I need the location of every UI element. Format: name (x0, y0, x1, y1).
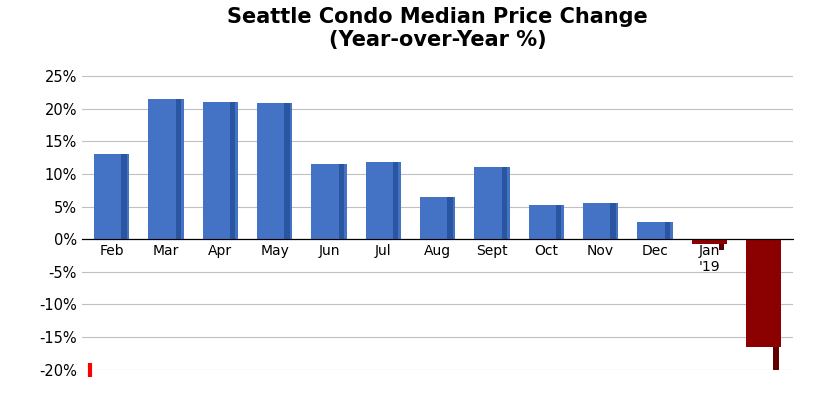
Bar (121, 154, 127, 239)
Bar (583, 203, 618, 239)
Bar (393, 162, 398, 239)
Bar (312, 164, 347, 239)
Bar (176, 99, 181, 239)
Bar (366, 162, 401, 239)
Bar (285, 103, 290, 239)
Title: Seattle Condo Median Price Change
(Year-over-Year %): Seattle Condo Median Price Change (Year-… (227, 7, 648, 50)
Bar (447, 197, 452, 239)
Bar (474, 168, 510, 239)
Bar (501, 168, 507, 239)
Bar (719, 244, 724, 249)
Bar (148, 99, 184, 239)
Bar (691, 239, 727, 244)
Bar (556, 205, 561, 239)
Bar (610, 203, 616, 239)
Bar (773, 347, 779, 420)
Bar (665, 221, 670, 239)
Bar (528, 205, 564, 239)
Bar (230, 102, 236, 239)
Bar (339, 164, 344, 239)
Bar (94, 154, 129, 239)
Bar (420, 197, 456, 239)
Bar (637, 221, 672, 239)
Bar (746, 239, 781, 347)
Bar (257, 103, 292, 239)
Bar (203, 102, 238, 239)
